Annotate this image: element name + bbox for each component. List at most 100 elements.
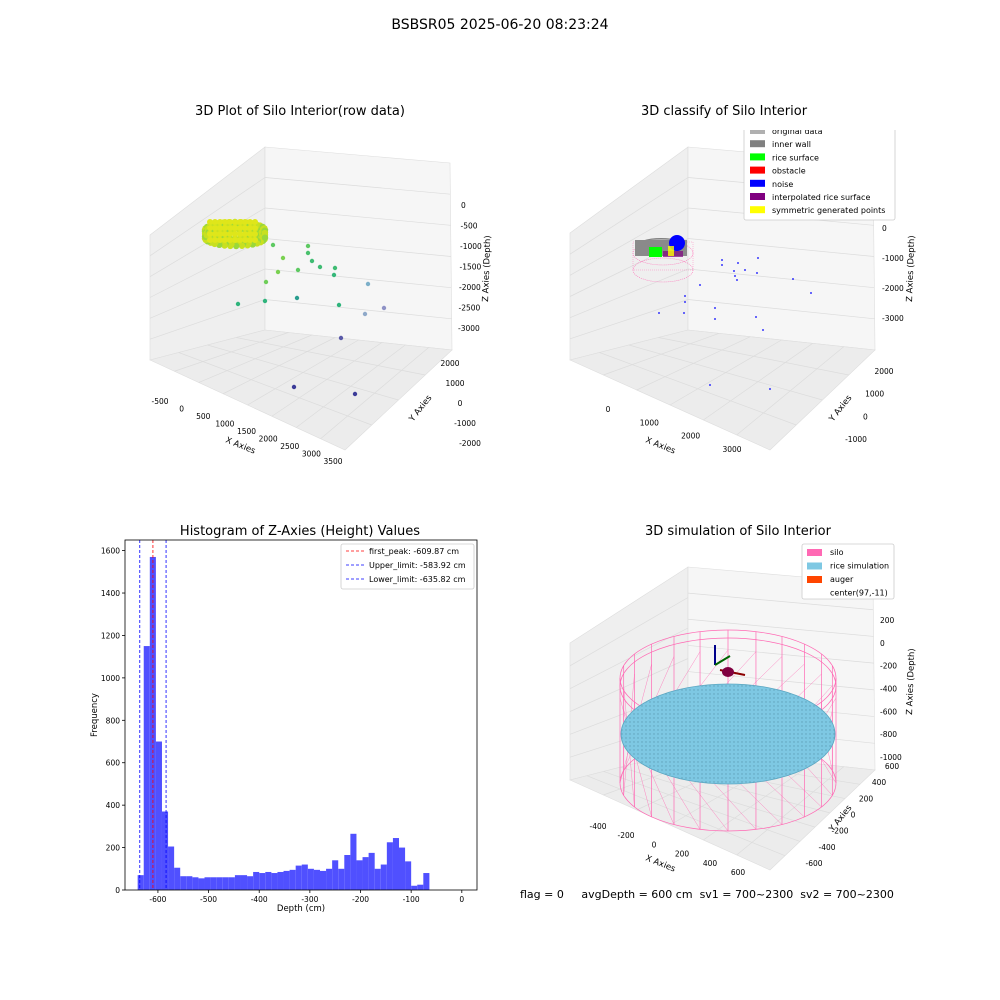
histogram-bar xyxy=(216,877,223,890)
noise-point xyxy=(762,329,764,331)
raw-y-axis-label: Y Axies xyxy=(407,393,435,425)
raw-point xyxy=(217,225,223,231)
noise-point xyxy=(756,272,758,274)
histogram-bar xyxy=(271,873,278,890)
raw-point xyxy=(294,295,300,301)
classify-x-tick: 2000 xyxy=(681,432,700,441)
simulation-y-tick: 200 xyxy=(859,794,874,803)
histogram-y-tick: 0 xyxy=(115,886,120,895)
histogram-x-tick: -400 xyxy=(251,895,268,904)
simulation-x-tick: 400 xyxy=(703,859,718,868)
histogram-bar xyxy=(265,871,272,890)
histogram-bar xyxy=(149,556,156,890)
raw-point xyxy=(222,237,228,243)
classify-x-tick: 1000 xyxy=(640,418,659,427)
histogram-bar xyxy=(234,875,241,890)
grid-line xyxy=(736,766,845,856)
histogram-y-tick: 1000 xyxy=(101,674,120,683)
histogram-bar xyxy=(319,870,327,890)
raw-point xyxy=(270,242,276,248)
sv1-text: sv1 = 700~2300 xyxy=(699,888,794,901)
grid-line xyxy=(687,592,874,611)
grid-line xyxy=(569,268,689,318)
histogram-bar xyxy=(289,869,296,890)
raw-point xyxy=(222,219,228,225)
raw-x-tick: 2000 xyxy=(259,435,278,444)
simulation-x-tick: -400 xyxy=(589,822,606,831)
grid-line xyxy=(687,671,875,691)
histogram-bar xyxy=(277,871,284,890)
noise-point xyxy=(755,316,757,318)
grid-line xyxy=(207,344,399,401)
simulation-z-tick: 0 xyxy=(880,639,885,648)
histogram-bar xyxy=(338,868,345,890)
histogram-bar xyxy=(344,855,351,890)
histogram-bar xyxy=(386,842,393,890)
raw-3d-scatter-chart: -5000500100015002000250030003500-2000-10… xyxy=(149,146,493,466)
grid-line xyxy=(687,645,874,664)
sv2-text: sv2 = 700~2300 xyxy=(800,888,894,901)
grid-line xyxy=(264,207,451,226)
raw-point xyxy=(232,231,238,237)
panel1-title: 3D Plot of Silo Interior(row data) xyxy=(195,104,405,119)
histogram-bar xyxy=(307,868,314,890)
raw-point xyxy=(232,237,238,243)
raw-point xyxy=(317,264,323,270)
histogram-bar xyxy=(411,885,418,890)
noise-point xyxy=(683,312,685,314)
legend-swatch xyxy=(750,206,765,214)
raw-point xyxy=(336,302,342,308)
noise-point xyxy=(709,384,711,386)
simulation-z-tick: -400 xyxy=(880,685,897,694)
histogram-bar xyxy=(380,864,387,890)
raw-point xyxy=(305,243,311,249)
histogram-bar xyxy=(240,875,248,890)
raw-point xyxy=(365,281,371,287)
raw-point xyxy=(227,225,233,231)
raw-point xyxy=(212,237,218,243)
grid-line xyxy=(687,618,874,637)
noise-point xyxy=(721,259,723,261)
histogram-y-tick: 1400 xyxy=(101,589,120,598)
histogram-bar xyxy=(326,868,333,890)
simulation-z-tick: -1000 xyxy=(880,753,902,762)
noise-point xyxy=(792,278,794,280)
legend-label: inner wall xyxy=(772,140,811,149)
raw-point xyxy=(263,279,269,285)
raw-point xyxy=(275,269,281,275)
raw-point xyxy=(207,237,213,243)
noise-point xyxy=(734,275,736,277)
grid-line xyxy=(658,337,849,376)
histogram-bar xyxy=(222,877,229,890)
simulation-3d-chart: -400-2000200400600-600-400-2000200400600… xyxy=(569,543,917,877)
raw-point xyxy=(217,231,223,237)
legend-label: auger xyxy=(830,575,854,584)
histogram-y-tick: 600 xyxy=(106,759,121,768)
histogram-x-tick: -600 xyxy=(149,895,166,904)
classify-legend: original data inner wall rice surface obsta… xyxy=(743,130,896,221)
raw-point xyxy=(212,219,218,225)
simulation-x-tick: -200 xyxy=(617,831,634,840)
raw-z-tick: 0 xyxy=(461,201,466,210)
legend-label: silo xyxy=(830,548,844,557)
raw-point xyxy=(222,225,228,231)
simulation-y-tick: 600 xyxy=(885,762,900,771)
raw-z-tick: -500 xyxy=(461,222,478,231)
histogram-x-tick: -300 xyxy=(301,895,318,904)
histogram-bar xyxy=(362,857,369,890)
raw-point xyxy=(242,231,248,237)
raw-point xyxy=(222,231,228,237)
legend-label: rice surface xyxy=(772,153,819,162)
legend-label: Lower_limit: -635.82 cm xyxy=(369,575,466,584)
histogram-bar xyxy=(228,877,235,890)
raw-point xyxy=(217,237,223,243)
histogram-bar xyxy=(313,869,320,890)
histogram-bar xyxy=(168,846,175,890)
noise-point xyxy=(684,301,686,303)
grid-line xyxy=(599,352,797,426)
auger-arrows xyxy=(714,645,746,677)
raw-point xyxy=(247,219,253,225)
avg-depth-text: avgDepth = 600 cm xyxy=(581,888,693,901)
grid-line xyxy=(149,268,266,319)
classify-z-tick: 0 xyxy=(882,224,887,233)
